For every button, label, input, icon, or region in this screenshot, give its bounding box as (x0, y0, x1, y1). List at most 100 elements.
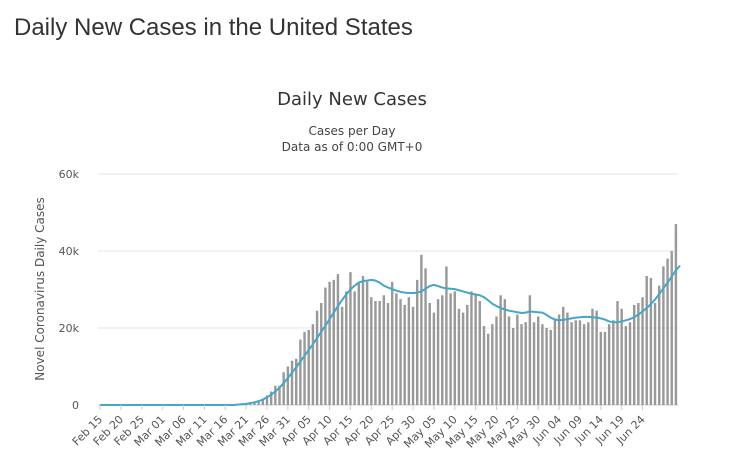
moving-average-series (100, 264, 681, 406)
bar (349, 272, 352, 405)
bar (365, 281, 369, 405)
bar (278, 385, 281, 405)
bar (261, 399, 265, 405)
moving-average-line (100, 264, 681, 406)
bar (370, 297, 373, 405)
bar (574, 320, 577, 405)
bar (491, 324, 494, 405)
bar (332, 279, 335, 405)
bar (620, 308, 623, 405)
bar (637, 302, 640, 405)
bar (353, 291, 356, 405)
bar (274, 385, 277, 405)
bar (486, 333, 490, 405)
bar (532, 322, 536, 405)
bar (658, 285, 661, 405)
bar (632, 304, 636, 405)
bar (670, 251, 673, 405)
bar (470, 291, 473, 405)
bar (482, 326, 486, 405)
bar (582, 324, 586, 405)
bar (570, 322, 573, 405)
bar (290, 360, 294, 405)
bar (336, 274, 340, 405)
bar (386, 302, 390, 405)
y-axis-title: Novel Coronavirus Daily Cases (33, 197, 47, 380)
bar (303, 331, 306, 405)
bar (495, 316, 498, 405)
bar (357, 281, 361, 405)
y-tick-label: 20k (59, 322, 80, 335)
bar (253, 402, 256, 405)
bar (628, 322, 632, 405)
bar (340, 306, 344, 405)
bar (407, 297, 411, 405)
bar (432, 312, 436, 405)
bar (674, 224, 678, 405)
bar (249, 403, 252, 405)
bar (461, 312, 465, 405)
bar (528, 295, 532, 405)
chart-title: Daily New Cases (277, 89, 427, 110)
bar (616, 301, 619, 405)
bar (557, 314, 561, 405)
y-tick-label: 40k (59, 245, 80, 258)
bar (449, 293, 452, 405)
bar (612, 320, 615, 405)
bar (415, 279, 419, 405)
bar (478, 301, 482, 405)
bar (286, 366, 290, 405)
bar (549, 329, 552, 405)
bar (662, 266, 665, 405)
bar (390, 281, 394, 405)
bar-series (236, 224, 678, 405)
bar (566, 312, 569, 405)
bar (645, 276, 648, 405)
bar (457, 308, 461, 405)
bar (382, 295, 386, 405)
bar (545, 328, 548, 405)
bar (591, 308, 594, 405)
bar (345, 291, 348, 405)
bar (607, 324, 611, 405)
bar (361, 276, 365, 405)
bar (524, 322, 527, 405)
bar (453, 291, 456, 405)
bar (553, 318, 557, 405)
y-tick-label: 60k (59, 168, 80, 181)
bar (595, 310, 598, 405)
bar (649, 277, 653, 405)
bar (320, 302, 323, 405)
bar (578, 320, 582, 405)
bar (537, 316, 540, 405)
bar (499, 295, 502, 405)
bar (282, 372, 285, 405)
bar (503, 299, 507, 405)
bar (436, 299, 440, 405)
bar (411, 306, 415, 405)
bar (265, 395, 269, 405)
bar (257, 401, 260, 405)
bar (624, 326, 628, 405)
bar (466, 304, 469, 405)
bar (511, 328, 515, 405)
bar (294, 358, 298, 405)
bar (311, 324, 315, 405)
bar (307, 329, 310, 405)
bar (541, 324, 544, 405)
bar (516, 314, 519, 405)
bar (424, 268, 427, 405)
chart-subtitle-line-2: Data as of 0:00 GMT+0 (282, 140, 423, 154)
bar (666, 258, 669, 405)
y-axis-ticks: 0 20k 40k 60k (59, 168, 80, 412)
page-title: Daily New Cases in the United States (14, 14, 413, 41)
bar (587, 322, 590, 405)
bar (374, 301, 377, 405)
bar (395, 293, 398, 405)
bar (269, 391, 273, 405)
bar (420, 254, 423, 405)
bar (399, 299, 402, 405)
bar (324, 287, 327, 405)
